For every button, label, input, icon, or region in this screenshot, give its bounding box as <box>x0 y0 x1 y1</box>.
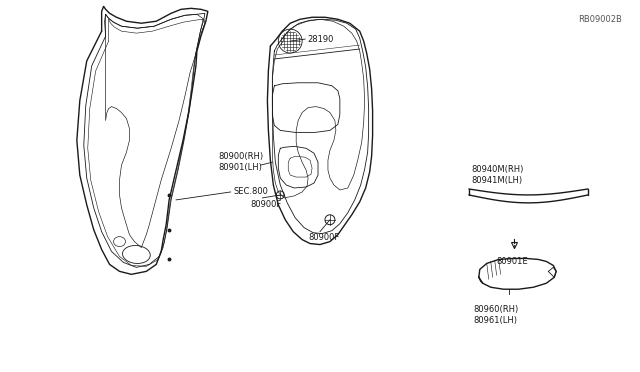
Text: 80940M(RH)
80941M(LH): 80940M(RH) 80941M(LH) <box>472 166 524 185</box>
Text: 28190: 28190 <box>307 35 333 44</box>
Text: 80900F: 80900F <box>308 233 339 242</box>
Text: SEC.800: SEC.800 <box>234 187 269 196</box>
Text: RB09002B: RB09002B <box>578 15 622 24</box>
Text: 80900F: 80900F <box>250 201 282 209</box>
Text: 80960(RH)
80961(LH): 80960(RH) 80961(LH) <box>474 305 519 325</box>
Text: 80901E: 80901E <box>497 257 528 266</box>
Text: 80900(RH)
80901(LH): 80900(RH) 80901(LH) <box>219 153 264 172</box>
